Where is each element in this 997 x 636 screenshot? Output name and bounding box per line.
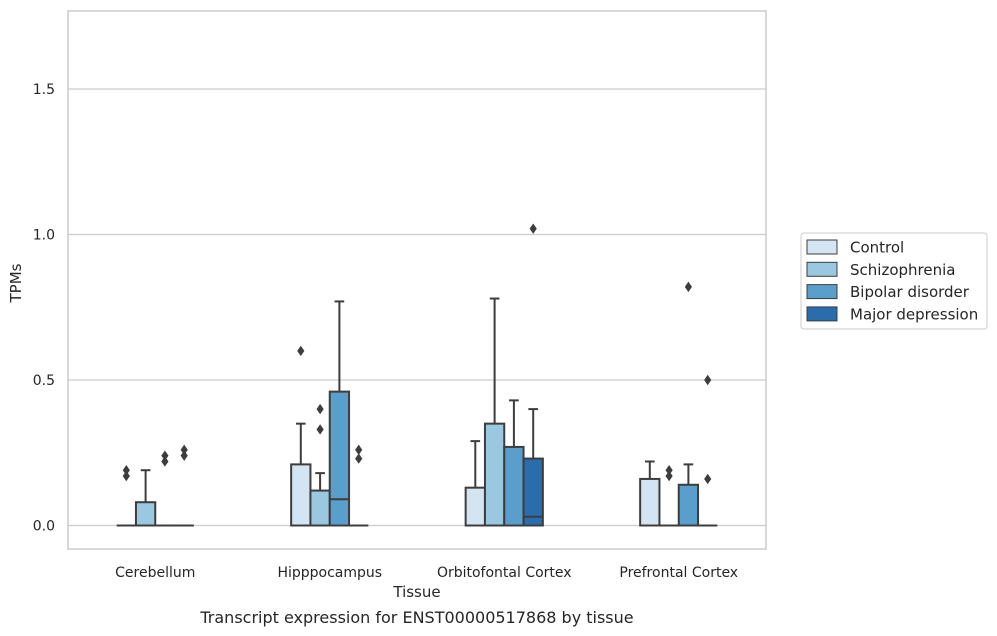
box-group: [639, 460, 661, 527]
y-axis-label: TPMs: [7, 263, 25, 303]
legend-frame: [800, 232, 988, 330]
outlier-marker: [161, 456, 169, 467]
box: [522, 457, 544, 527]
x-tick-label: Prefrontal Cortex: [619, 565, 738, 581]
legend-item: Schizophrenia: [806, 261, 955, 279]
box-group: [698, 374, 718, 527]
legend-item: Control: [806, 239, 904, 257]
outlier-marker: [180, 444, 188, 456]
series-major-depression: [174, 223, 718, 527]
series-schizophrenia: [134, 297, 679, 527]
legend-label: Bipolar disorder: [850, 283, 970, 301]
outlier-marker: [704, 473, 712, 485]
box-group: [522, 223, 544, 527]
outlier-marker: [355, 453, 363, 464]
x-tick-label: Hipppocampus: [277, 565, 382, 581]
outlier-marker: [297, 345, 305, 357]
legend-label: Control: [850, 239, 904, 257]
outlier-marker: [122, 465, 130, 476]
legend: Control Schizophrenia Bipolar disorder Majo…: [800, 232, 988, 330]
y-tick-label: 1.5: [33, 82, 55, 98]
box-group: [174, 444, 194, 527]
box-series: [116, 223, 718, 527]
box-group: [349, 444, 369, 527]
outlier-marker: [180, 450, 188, 461]
box-group: [116, 465, 136, 527]
box: [290, 463, 312, 527]
legend-item: Bipolar disorder: [806, 283, 970, 301]
box: [328, 390, 351, 527]
outlier-marker: [122, 470, 130, 482]
outlier-marker: [529, 223, 537, 234]
outlier-marker: [684, 281, 692, 293]
legend-label: Major depression: [850, 305, 978, 323]
box: [483, 422, 506, 527]
outlier-marker: [704, 374, 712, 386]
y-tick-label: 1.0: [33, 228, 55, 244]
y-tick-label: 0.0: [33, 519, 55, 535]
outlier-marker: [316, 403, 324, 415]
box: [464, 486, 486, 527]
x-axis-ticks: Cerebellum Hipppocampus Orbitofontal Corte…: [115, 565, 738, 581]
series-bipolar-disorder: [155, 281, 700, 527]
box-group: [677, 281, 700, 527]
box-group: [134, 469, 157, 527]
legend-label: Schizophrenia: [850, 261, 955, 279]
box-group: [309, 403, 331, 527]
legend-swatch: [806, 306, 838, 322]
x-tick-label: Orbitofontal Cortex: [437, 565, 572, 581]
outlier-marker: [665, 470, 673, 482]
outlier-marker: [161, 450, 169, 461]
box: [134, 501, 157, 527]
x-axis-label: Tissue: [392, 583, 440, 601]
plot-area-frame: [67, 10, 767, 550]
box: [503, 445, 525, 527]
chart-caption: Transcript expression for ENST0000051786…: [199, 608, 633, 627]
outlier-marker: [665, 465, 673, 476]
legend-swatch: [806, 261, 838, 277]
box: [639, 477, 661, 527]
box-group: [659, 465, 679, 527]
y-tick-label: 0.5: [33, 373, 55, 389]
outlier-marker: [316, 424, 324, 435]
outlier-marker: [355, 444, 363, 456]
legend-swatch: [806, 239, 838, 255]
legend-item: Major depression: [806, 305, 978, 323]
legend-swatch: [806, 284, 838, 300]
box-group: [328, 300, 351, 527]
y-axis-ticks: 0.00.51.01.52.02.53.03.5: [33, 82, 55, 535]
box-group: [155, 450, 175, 527]
box: [309, 489, 331, 527]
box: [677, 483, 700, 527]
x-tick-label: Cerebellum: [115, 565, 195, 581]
